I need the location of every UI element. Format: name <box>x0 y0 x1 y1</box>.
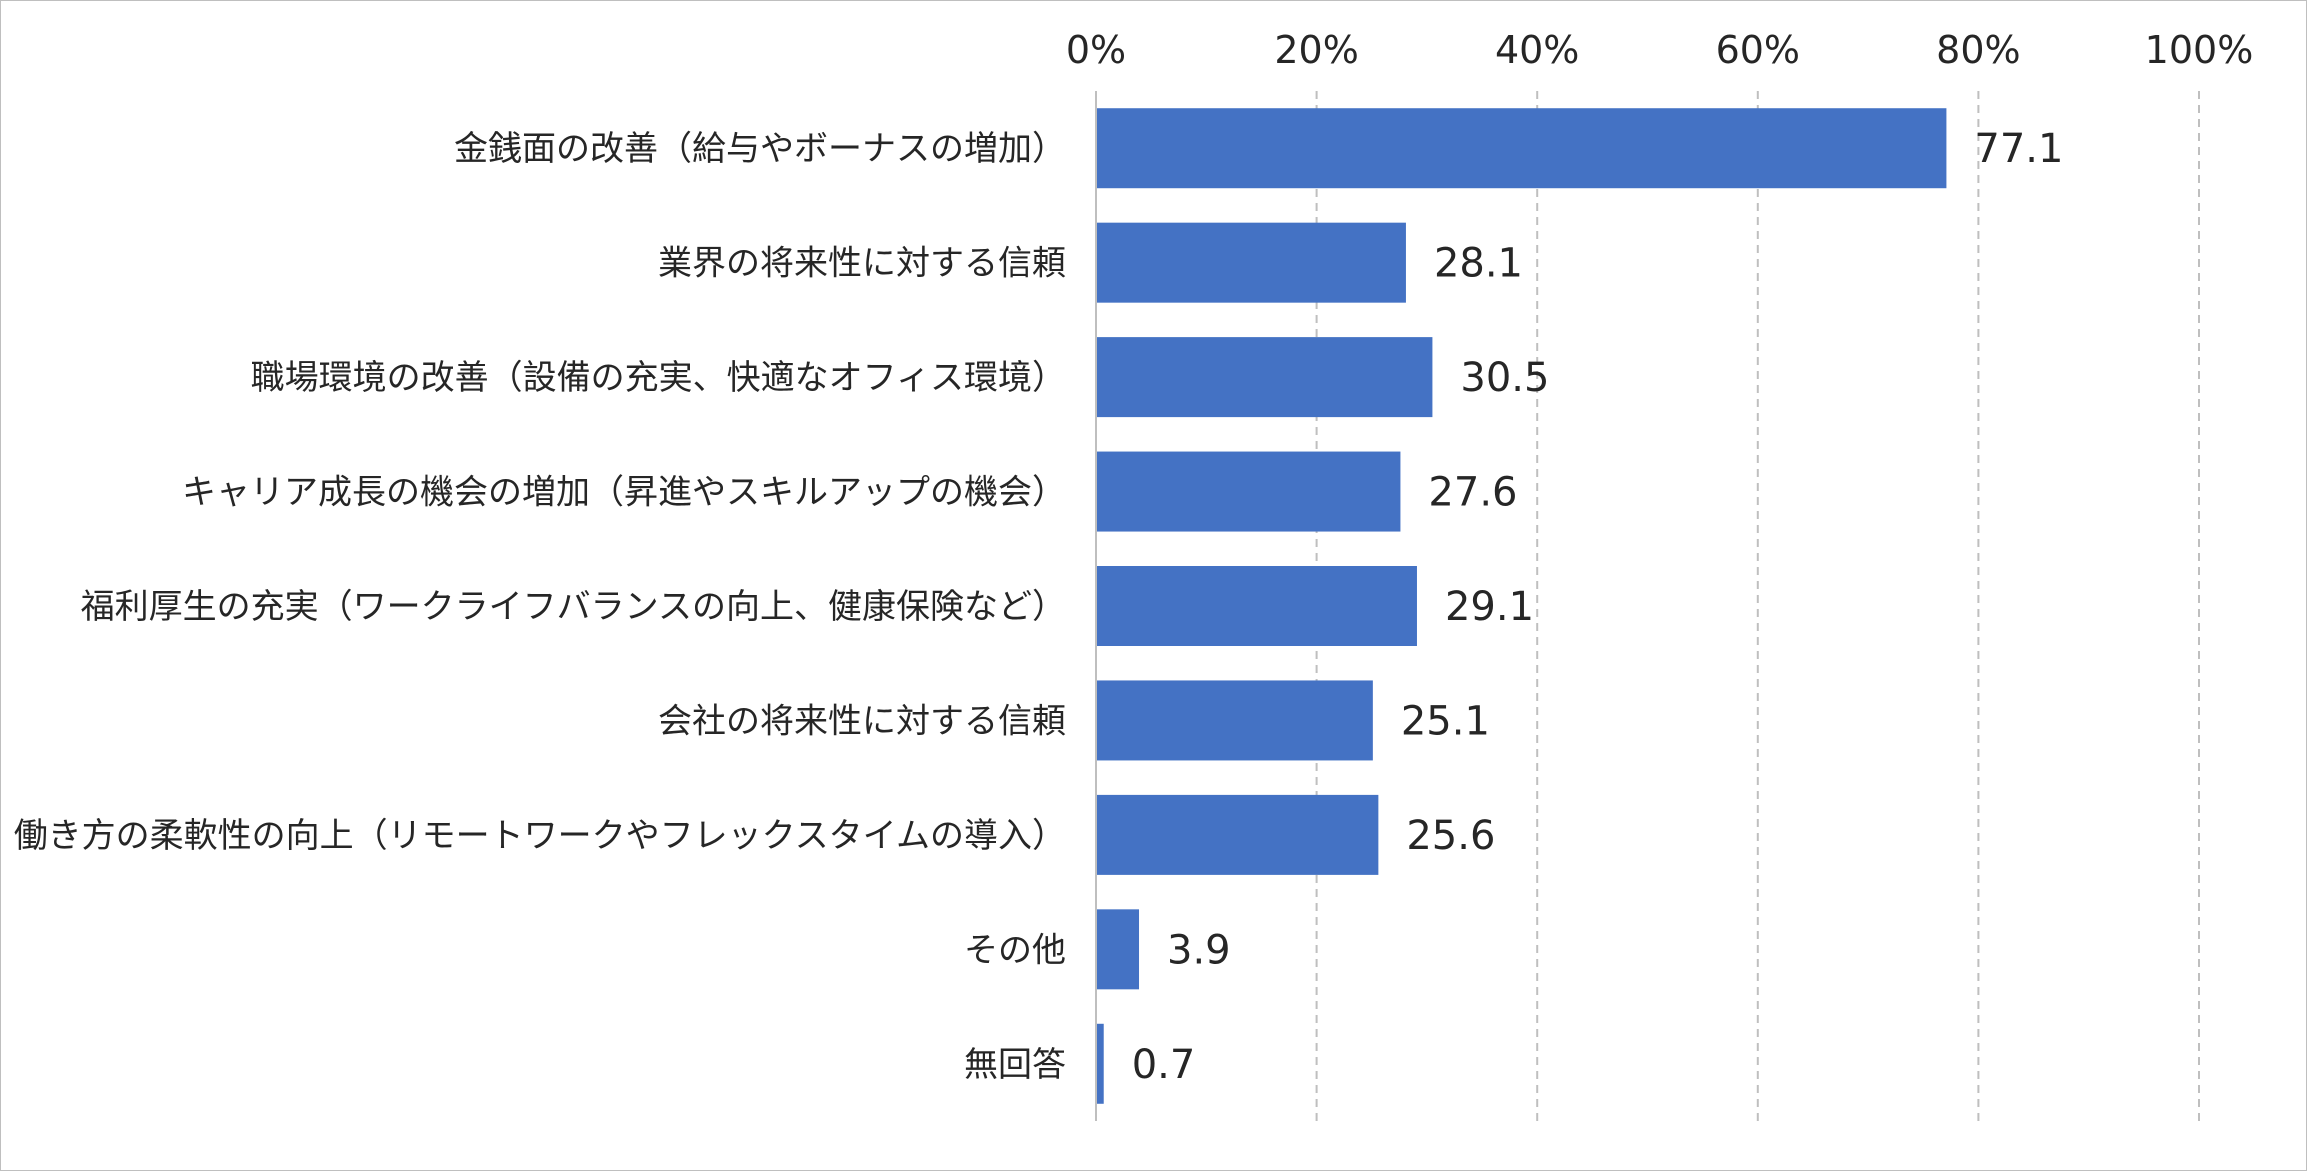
category-label: 金銭面の改善（給与やボーナスの増加） <box>454 129 1066 169</box>
category-label: 職場環境の改善（設備の充実、快適なオフィス環境） <box>251 358 1066 398</box>
bar <box>1096 909 1140 990</box>
bar <box>1096 108 1947 189</box>
category-label: 福利厚生の充実（ワークライフバランスの向上、健康保険など） <box>81 587 1066 627</box>
bar <box>1096 1023 1104 1104</box>
bar <box>1096 794 1379 875</box>
data-label: 28.1 <box>1434 241 1523 287</box>
bar <box>1096 680 1373 761</box>
category-label: 無回答 <box>964 1045 1066 1085</box>
data-label: 27.6 <box>1428 470 1517 516</box>
data-label: 29.1 <box>1445 584 1534 630</box>
bar <box>1096 337 1433 418</box>
category-label: キャリア成長の機会の増加（昇進やスキルアップの機会） <box>182 473 1066 513</box>
x-tick-label: 40% <box>1495 28 1579 72</box>
data-label: 25.1 <box>1401 698 1490 744</box>
data-labels: 77.1 28.1 30.5 27.6 29.1 25.1 25.6 3.9 0.7 <box>1132 126 2064 1088</box>
x-tick-label: 20% <box>1274 28 1358 72</box>
x-tick-label: 0% <box>1066 28 1126 72</box>
bar <box>1096 222 1406 303</box>
category-label: 業界の将来性に対する信頼 <box>658 244 1066 284</box>
bar <box>1096 566 1417 646</box>
data-label: 25.6 <box>1406 813 1495 859</box>
data-label: 3.9 <box>1167 927 1231 973</box>
bar <box>1096 451 1401 532</box>
x-tick-label: 80% <box>1936 28 2020 72</box>
x-axis-tick-labels: 0% 20% 40% 60% 80% 100% <box>1066 28 2253 72</box>
data-label: 77.1 <box>1974 126 2063 172</box>
data-label: 30.5 <box>1460 355 1549 401</box>
bars <box>1096 108 1947 1104</box>
category-label: 働き方の柔軟性の向上（リモートワークやフレックスタイムの導入） <box>14 816 1066 856</box>
category-label: その他 <box>964 930 1066 970</box>
category-labels: 金銭面の改善（給与やボーナスの増加） 業界の将来性に対する信頼職場環境の改善（設備… <box>14 129 1066 1085</box>
x-tick-label: 100% <box>2145 28 2254 72</box>
category-label: 会社の将来性に対する信頼 <box>658 701 1066 741</box>
x-tick-label: 60% <box>1716 28 1800 72</box>
data-label: 0.7 <box>1132 1042 1196 1088</box>
